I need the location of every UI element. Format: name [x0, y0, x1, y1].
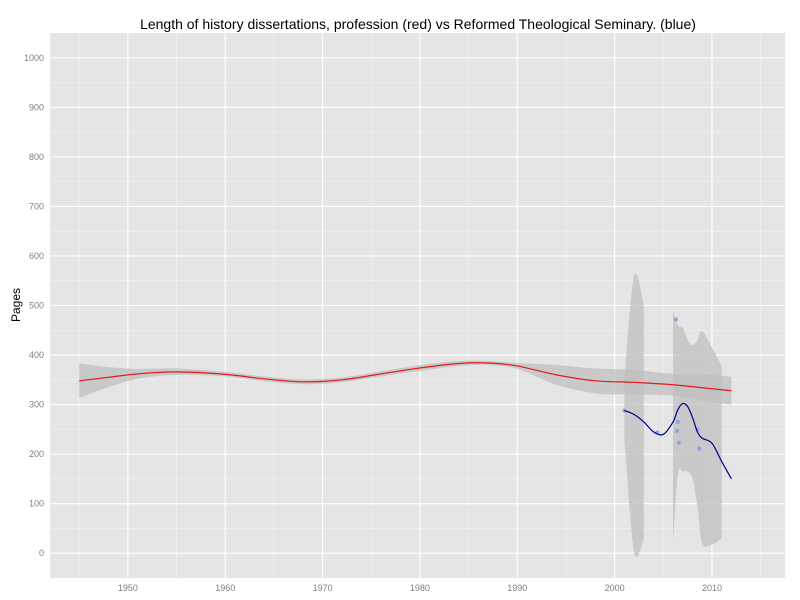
- y-tick-label: 800: [29, 152, 44, 162]
- x-tick-label: 1950: [118, 583, 138, 593]
- y-tick-label: 900: [29, 102, 44, 112]
- y-tick-label: 200: [29, 449, 44, 459]
- y-tick-label: 1000: [24, 53, 44, 63]
- data-point: [676, 440, 681, 445]
- y-tick-label: 100: [29, 499, 44, 509]
- chart-title: Length of history dissertations, profess…: [140, 16, 696, 32]
- y-tick-label: 500: [29, 301, 44, 311]
- x-tick-label: 1960: [215, 583, 235, 593]
- y-tick-label: 0: [39, 548, 44, 558]
- y-tick-label: 700: [29, 201, 44, 211]
- data-point: [673, 317, 678, 322]
- x-tick-label: 1970: [313, 583, 333, 593]
- y-tick-label: 400: [29, 350, 44, 360]
- x-tick-label: 2000: [605, 583, 625, 593]
- x-tick-label: 2010: [702, 583, 722, 593]
- smooth-line-series-2: [624, 402, 732, 480]
- x-tick-label: 1980: [410, 583, 430, 593]
- y-tick-label: 600: [29, 251, 44, 261]
- data-point: [697, 446, 702, 451]
- y-axis-title: Pages: [9, 288, 23, 322]
- data-point: [675, 419, 680, 424]
- x-tick-label: 1990: [507, 583, 527, 593]
- smooth-line-series-1: [79, 362, 732, 392]
- data-point: [674, 428, 679, 433]
- confidence-band-series-1: [79, 360, 732, 405]
- y-tick-label: 300: [29, 400, 44, 410]
